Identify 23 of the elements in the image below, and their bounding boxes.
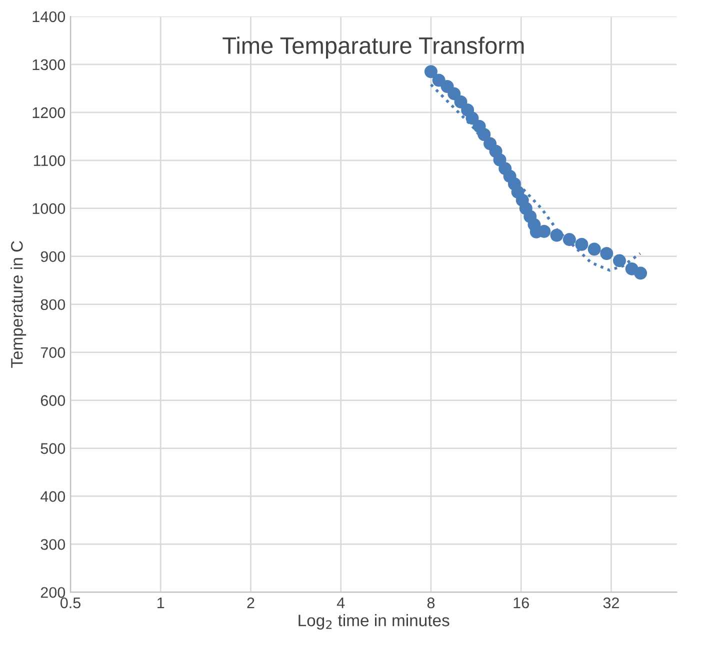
y-tick-label: 200 [40, 587, 66, 598]
y-tick-label: 900 [40, 251, 66, 262]
y-tick-label: 700 [40, 347, 66, 358]
y-tick-label: 1200 [32, 107, 66, 118]
y-tick-label: 1400 [32, 11, 66, 22]
x-tick-label: 1 [158, 598, 164, 608]
y-tick-label: 300 [40, 539, 66, 550]
x-tick-label: 2 [247, 597, 254, 608]
x-tick-label: 32 [603, 597, 619, 608]
y-tick-label: 400 [40, 491, 66, 502]
y-tick-label: 1000 [32, 203, 66, 214]
y-tick-label: 800 [40, 299, 66, 310]
text: Time Temparature Transform [222, 36, 524, 59]
y-tick-label: 500 [40, 443, 66, 454]
y-tick-label: 1300 [32, 59, 66, 70]
x-tick-label: 16 [514, 597, 529, 608]
y-tick-label: 1100 [34, 155, 66, 166]
y-axis-title: Temperature in C [10, 241, 26, 368]
x-axis-title: Log$_{2}$ time in minutes [298, 614, 450, 630]
x-tick-label: 0.5 [60, 597, 80, 608]
x-tick-label: 8 [427, 597, 435, 608]
x-tick-label: 4 [336, 598, 345, 608]
y-tick-label: 600 [40, 395, 66, 406]
